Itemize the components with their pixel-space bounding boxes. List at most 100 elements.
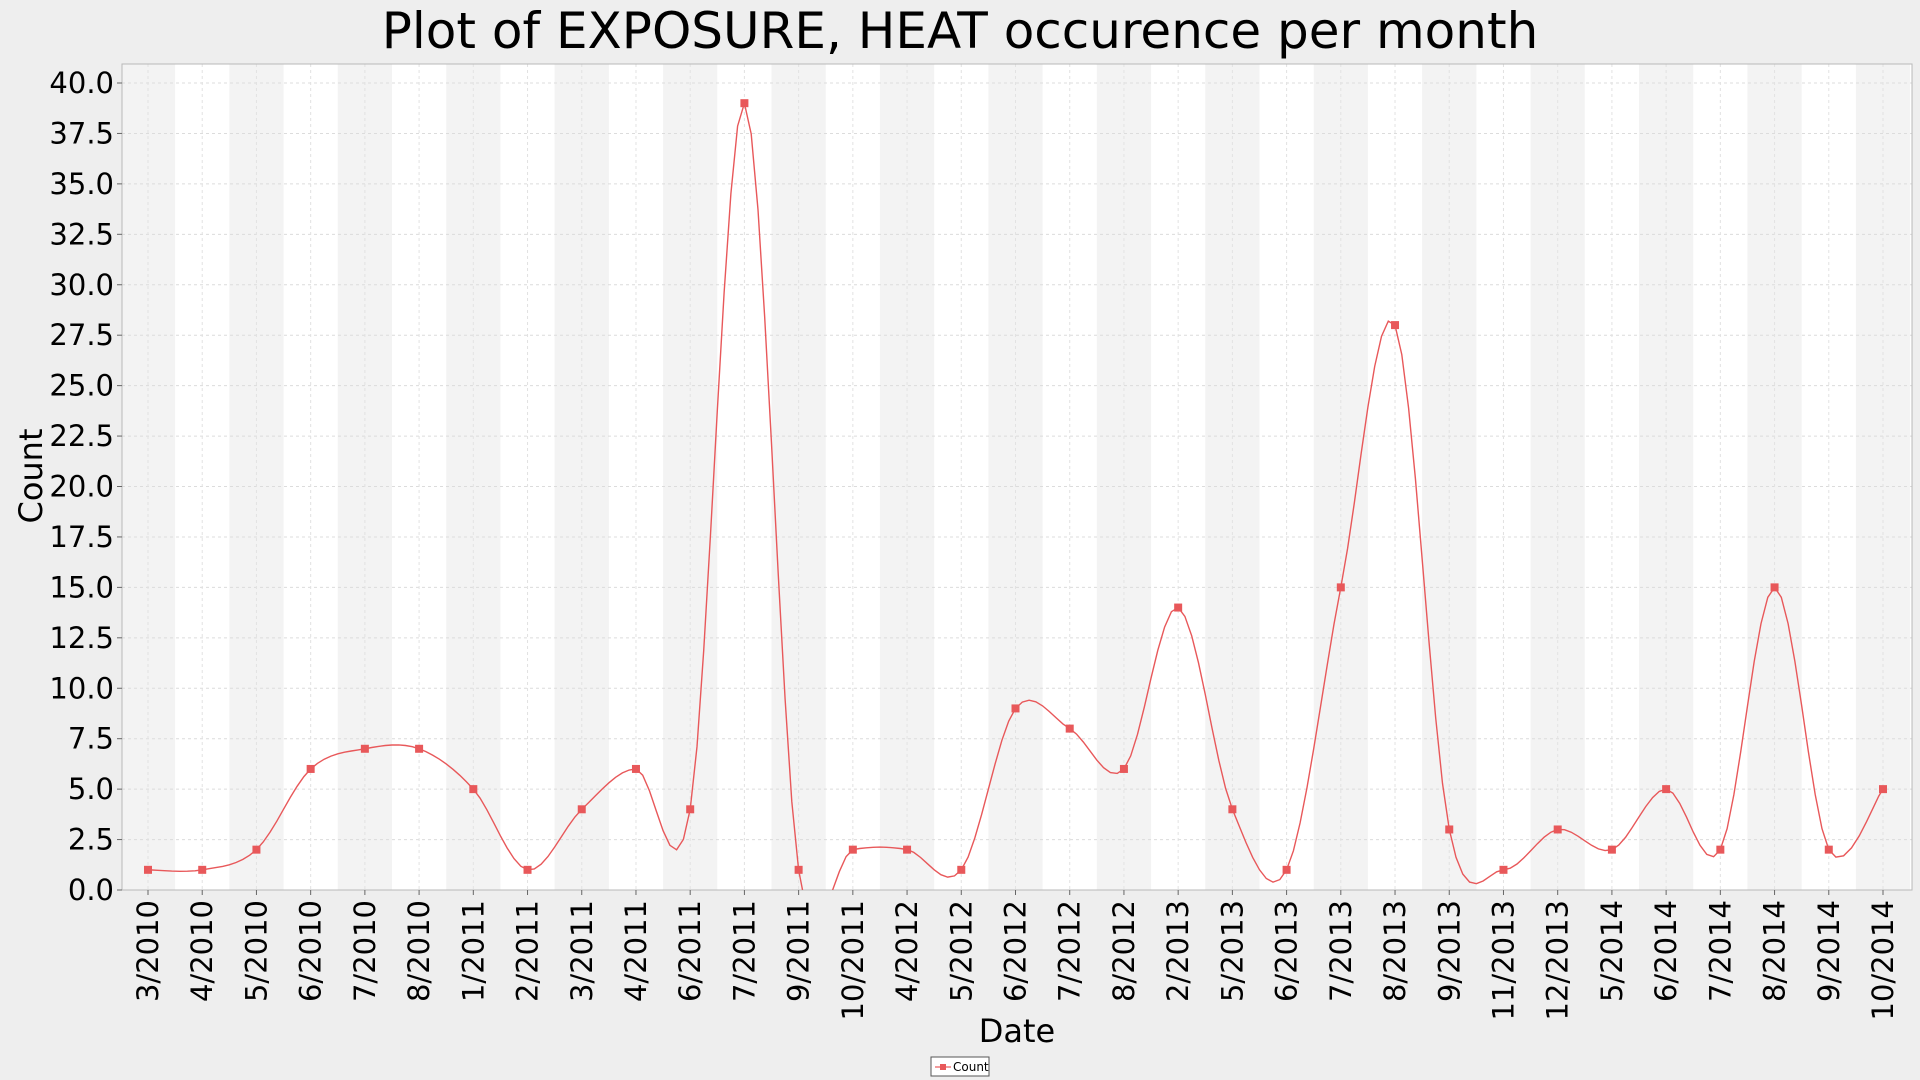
y-tick-label: 10.0 [49, 671, 114, 705]
category-band [1422, 64, 1477, 890]
x-axis-label: Date [979, 1012, 1055, 1050]
x-tick-label: 8/2013 [1378, 900, 1412, 1002]
y-tick-label: 5.0 [68, 772, 114, 806]
data-point-4/2010 [198, 865, 207, 874]
x-tick-label: 2/2013 [1161, 900, 1195, 1002]
x-tick-label: 10/2014 [1866, 900, 1900, 1020]
x-tick-label: 7/2014 [1703, 900, 1737, 1002]
x-tick-label: 7/2012 [1053, 900, 1087, 1002]
data-point-8/2012 [1119, 764, 1128, 773]
data-point-5/2014 [1607, 845, 1616, 854]
data-point-9/2011 [794, 865, 803, 874]
data-point-8/2010 [415, 744, 424, 753]
category-band [554, 64, 609, 890]
data-point-4/2011 [631, 764, 640, 773]
x-tick-label: 4/2012 [890, 900, 924, 1002]
data-point-2/2013 [1174, 603, 1183, 612]
data-point-6/2014 [1662, 785, 1671, 794]
data-point-7/2014 [1716, 845, 1725, 854]
data-point-5/2010 [252, 845, 261, 854]
data-point-1/2011 [469, 785, 478, 794]
x-tick-label: 6/2011 [673, 900, 707, 1002]
category-band [1096, 64, 1152, 890]
data-point-10/2014 [1879, 785, 1887, 794]
plot-border [121, 63, 1913, 891]
y-tick-label: 0.0 [68, 873, 114, 907]
y-tick-label: 20.0 [49, 470, 114, 504]
category-band [229, 64, 284, 890]
category-band [1313, 64, 1368, 890]
category-band [879, 64, 935, 890]
data-point-4/2012 [903, 845, 912, 854]
data-point-6/2013 [1282, 865, 1291, 874]
x-tick-label: 8/2014 [1758, 900, 1792, 1002]
category-band [446, 64, 501, 890]
category-band [1855, 64, 1911, 890]
y-axis-ticks: 0.0 2.5 5.0 7.5 10.0 12.5 15.0 17.5 20.0 22.5 25.0… [49, 66, 122, 907]
x-tick-label: 5/2013 [1215, 900, 1249, 1002]
series-layer [144, 99, 1887, 890]
y-tick-label: 15.0 [49, 570, 114, 604]
x-tick-label: 9/2014 [1812, 900, 1846, 1002]
data-point-10/2011 [848, 845, 857, 854]
data-point-3/2011 [577, 805, 586, 814]
x-tick-label: 7/2010 [348, 900, 382, 1002]
data-point-6/2011 [686, 805, 695, 814]
x-tick-label: 2/2011 [511, 900, 545, 1002]
x-tick-label: 5/2012 [944, 900, 978, 1002]
x-tick-label: 7/2013 [1324, 900, 1358, 1002]
data-point-5/2013 [1228, 805, 1237, 814]
x-tick-label: 6/2013 [1270, 900, 1304, 1002]
y-tick-label: 2.5 [68, 823, 114, 857]
x-tick-label: 8/2012 [1107, 900, 1141, 1002]
x-tick-label: 9/2011 [782, 900, 816, 1002]
y-axis-label: Count [12, 428, 50, 523]
data-point-6/2010 [306, 764, 315, 773]
legend-box [930, 1056, 990, 1077]
data-point-7/2011 [740, 99, 749, 108]
y-tick-label: 40.0 [49, 66, 114, 100]
x-tick-label: 11/2013 [1486, 900, 1520, 1020]
x-tick-label: 6/2014 [1649, 900, 1683, 1002]
x-tick-label: 1/2011 [456, 900, 490, 1002]
y-tick-label: 32.5 [49, 217, 114, 251]
y-tick-label: 7.5 [68, 722, 114, 756]
data-point-7/2010 [360, 744, 369, 753]
y-tick-label: 27.5 [49, 318, 114, 352]
x-tick-label: 8/2010 [402, 900, 436, 1002]
chart-title: Plot of EXPOSURE, HEAT occurence per mon… [382, 2, 1539, 60]
x-tick-label: 4/2010 [185, 900, 219, 1002]
data-point-11/2013 [1499, 865, 1508, 874]
category-band [1639, 64, 1694, 890]
y-tick-label: 30.0 [49, 268, 114, 302]
y-tick-label: 37.5 [49, 116, 114, 150]
y-tick-label: 17.5 [49, 520, 114, 554]
data-point-9/2013 [1445, 825, 1454, 834]
x-tick-label: 10/2011 [836, 900, 870, 1020]
data-point-8/2014 [1770, 583, 1779, 592]
legend-label: Count [953, 1060, 989, 1074]
y-tick-label: 35.0 [49, 167, 114, 201]
data-point-7/2012 [1065, 724, 1074, 733]
category-band [988, 64, 1043, 890]
x-tick-label: 9/2013 [1432, 900, 1466, 1002]
x-tick-label: 5/2014 [1595, 900, 1629, 1002]
y-tick-label: 12.5 [49, 621, 114, 655]
legend-marker [940, 1064, 946, 1070]
legend: Count [930, 1056, 990, 1077]
x-axis-ticks: 3/2010 4/2010 5/2010 6/2010 7/2010 8/2010 1/20… [131, 890, 1900, 1020]
y-tick-label: 22.5 [49, 419, 114, 453]
x-tick-label: 3/2010 [131, 900, 165, 1002]
data-point-8/2013 [1391, 321, 1400, 330]
category-band [122, 64, 176, 890]
data-point-12/2013 [1553, 825, 1562, 834]
x-tick-label: 6/2012 [999, 900, 1033, 1002]
y-tick-label: 25.0 [49, 369, 114, 403]
data-point-7/2013 [1336, 583, 1345, 592]
x-tick-label: 3/2011 [565, 900, 599, 1002]
category-band [663, 64, 718, 890]
x-tick-label: 7/2011 [727, 900, 761, 1002]
x-tick-label: 6/2010 [294, 900, 328, 1002]
